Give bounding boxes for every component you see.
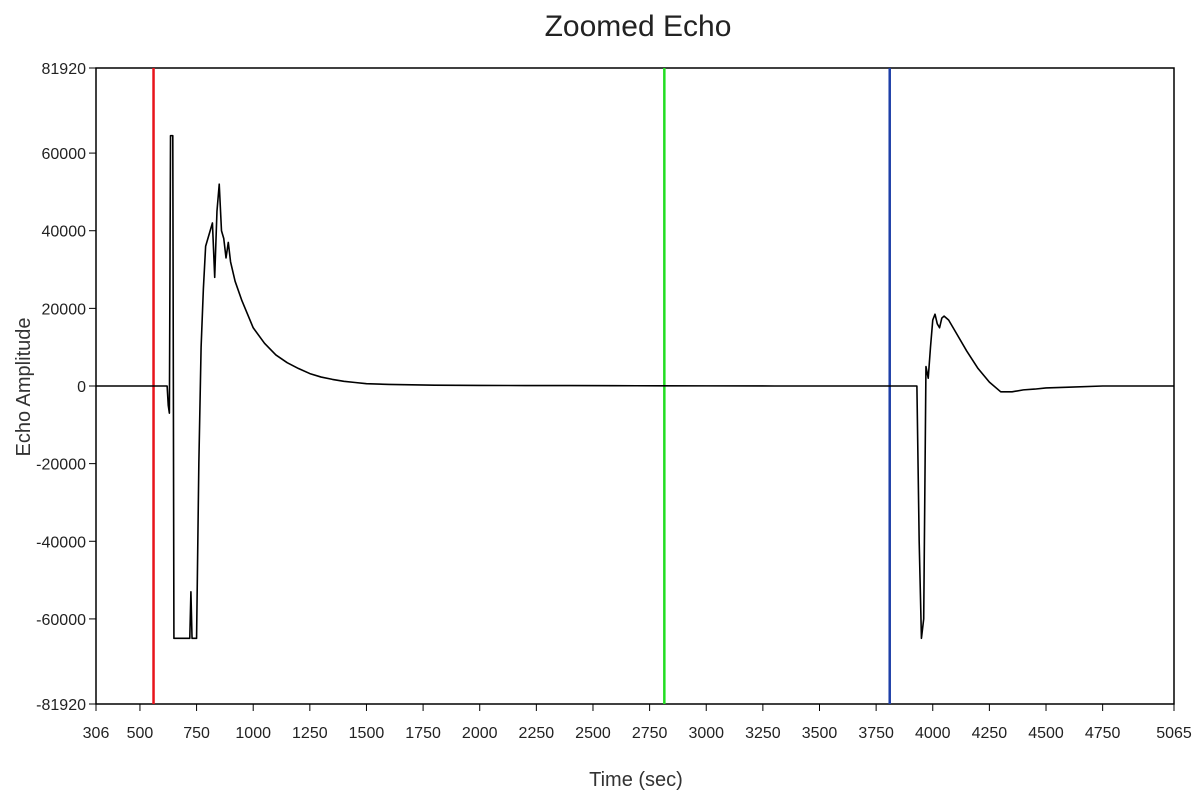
y-tick-label: 20000: [42, 301, 87, 318]
y-tick-label: -81920: [36, 697, 86, 714]
y-tick-label: 81920: [42, 61, 87, 78]
x-tick-label: 3000: [688, 725, 724, 742]
x-tick-label: 1750: [405, 725, 441, 742]
y-tick-label: 0: [77, 379, 86, 396]
x-tick-label: 1250: [292, 725, 328, 742]
x-tick-label: 2750: [632, 725, 668, 742]
x-tick-label: 750: [183, 725, 210, 742]
chart-title: Zoomed Echo: [545, 10, 732, 43]
x-tick-label: 3500: [802, 725, 838, 742]
y-tick-label: -40000: [36, 534, 86, 551]
x-tick-label: 4750: [1085, 725, 1121, 742]
plot-area: 306 500 750 1000 1250 1500 1750 2000 2250 2500 275…: [36, 61, 1192, 742]
x-tick-label: 306: [83, 725, 110, 742]
x-axis-label: Time (sec): [589, 769, 683, 791]
x-tick-label: 4250: [972, 725, 1008, 742]
x-tick-label: 2000: [462, 725, 498, 742]
x-tick-label: 1500: [349, 725, 385, 742]
x-tick-label: 3250: [745, 725, 781, 742]
x-tick-label: 4500: [1028, 725, 1064, 742]
y-tick-label: 40000: [42, 224, 87, 241]
x-tick-label: 1000: [235, 725, 271, 742]
y-tick-label: -60000: [36, 612, 86, 629]
x-tick-label: 500: [127, 725, 154, 742]
series-line-1: [96, 134, 1174, 640]
y-tick-label: -20000: [36, 457, 86, 474]
y-tick-label: 60000: [42, 146, 87, 163]
x-tick-label: 4000: [915, 725, 951, 742]
x-tick-label: 2500: [575, 725, 611, 742]
x-tick-label: 5065: [1156, 725, 1192, 742]
x-tick-label: 3750: [858, 725, 894, 742]
y-axis-label: Echo Amplitude: [13, 318, 35, 457]
x-tick-label: 2250: [519, 725, 555, 742]
